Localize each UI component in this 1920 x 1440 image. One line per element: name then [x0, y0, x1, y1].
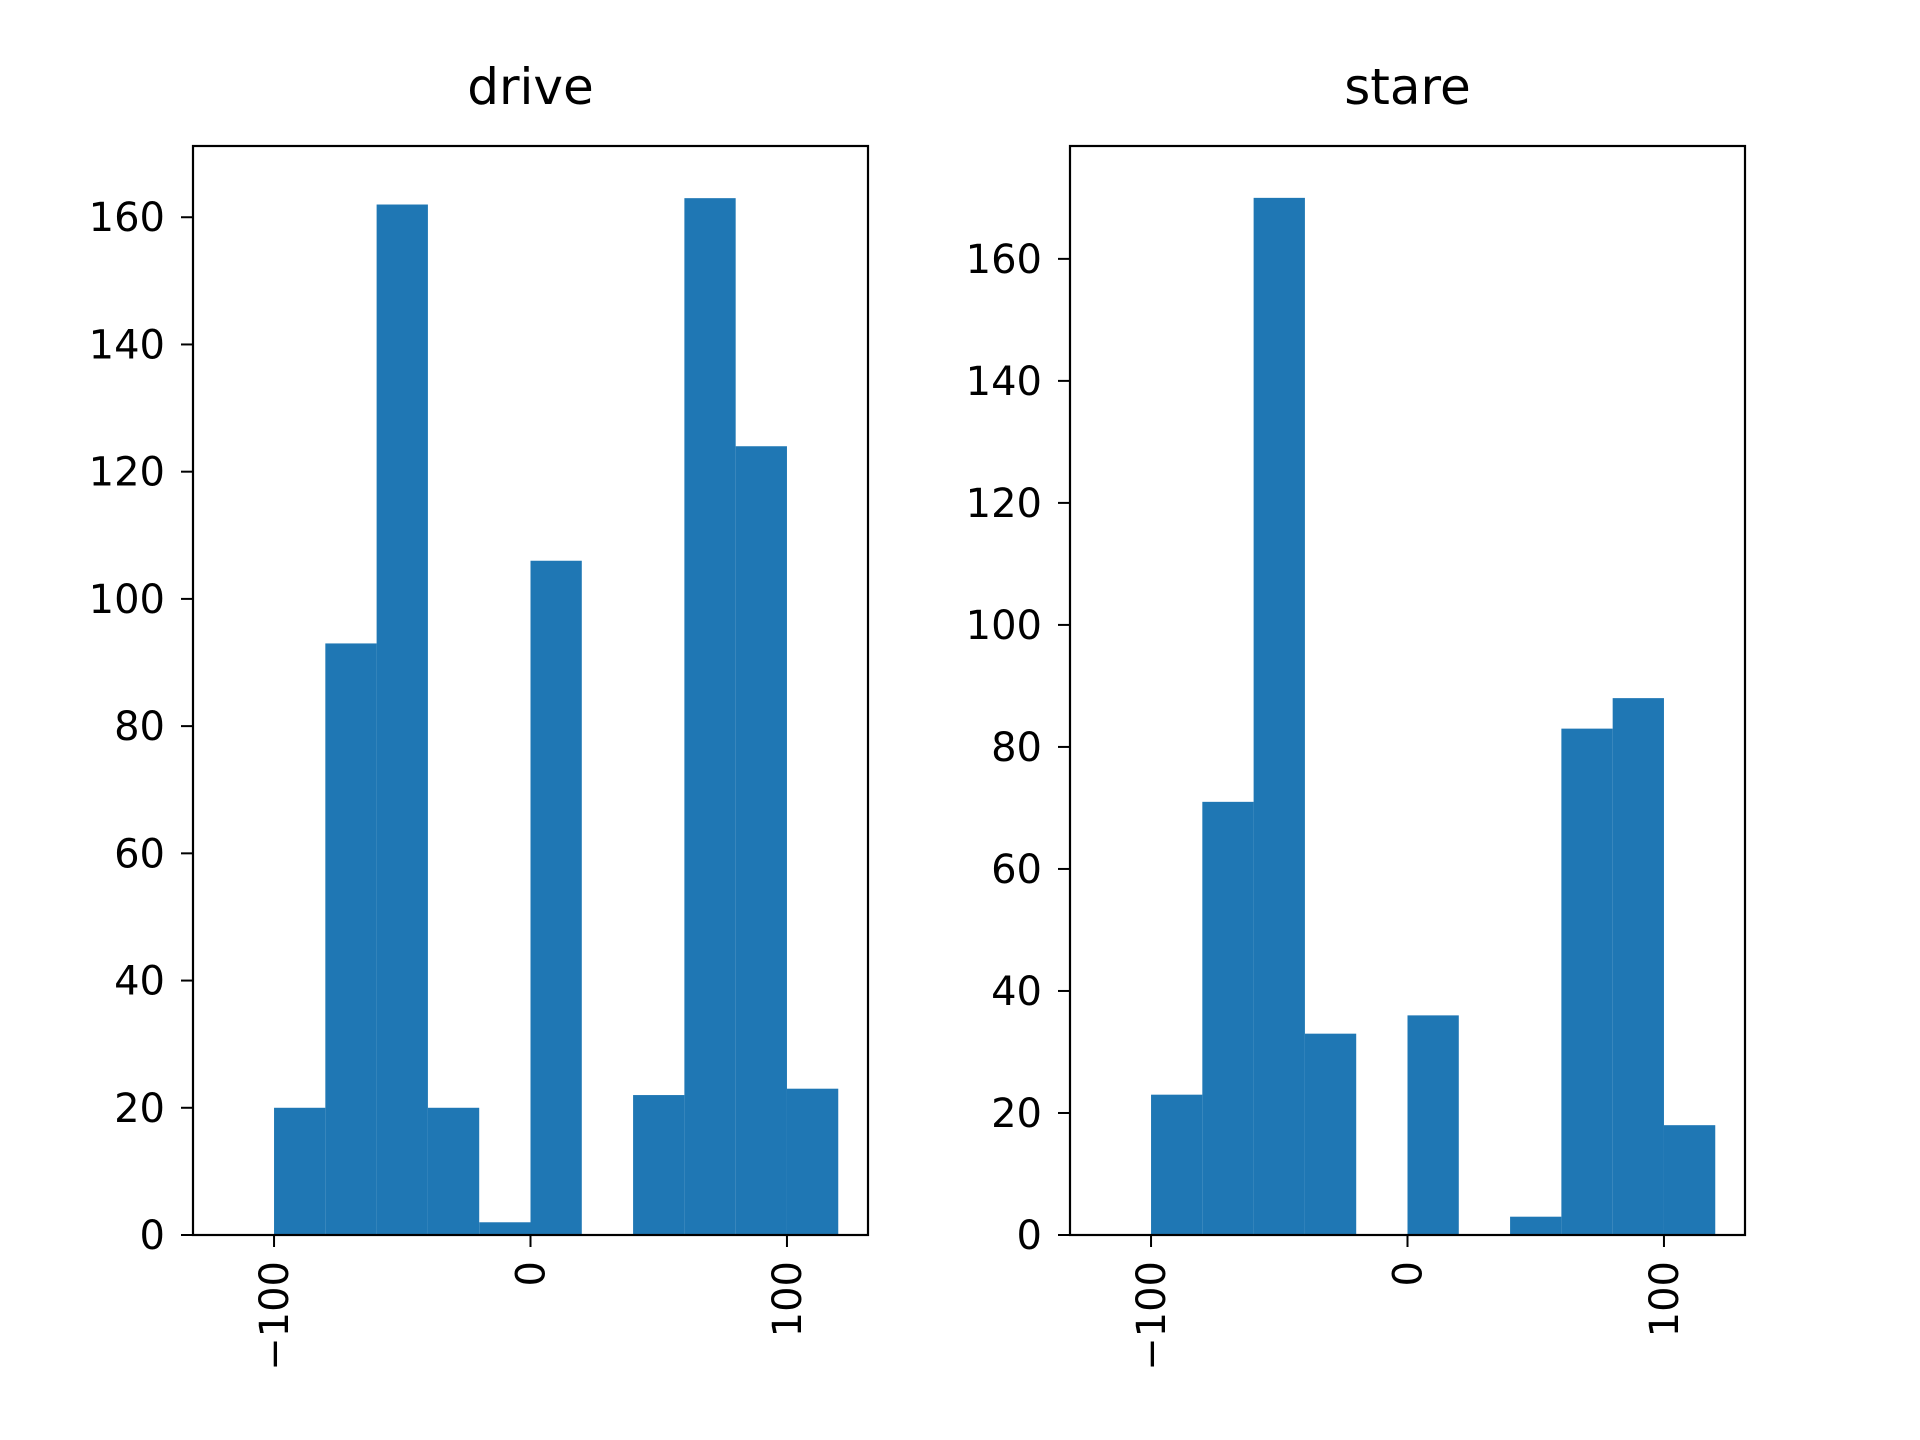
y-tick-label: 40 — [991, 969, 1042, 1015]
histogram-bar — [1407, 1015, 1459, 1235]
y-tick-label: 0 — [1017, 1213, 1042, 1259]
histogram-bar — [1202, 801, 1254, 1235]
subplot-title: drive — [467, 58, 594, 116]
x-tick-label: 100 — [765, 1261, 811, 1337]
y-tick-label: 100 — [966, 603, 1042, 649]
histogram-bar — [1561, 728, 1613, 1235]
subplot-1: stare 0 20 40 60 80 100 120 140 160 −100 0 100 — [966, 58, 1747, 1371]
y-tick-label: 160 — [89, 195, 165, 241]
histogram-bar — [786, 1088, 839, 1235]
histogram-bar — [1663, 1125, 1716, 1235]
histogram-bar — [427, 1107, 480, 1235]
x-tick-label: 0 — [1386, 1261, 1432, 1286]
histogram-bar — [479, 1222, 531, 1235]
y-tick-label: 140 — [966, 359, 1042, 405]
x-tick-label: −100 — [1129, 1261, 1175, 1371]
histogram-bar — [274, 1107, 326, 1235]
histogram-bar — [735, 446, 787, 1235]
y-tick-label: 20 — [114, 1086, 165, 1132]
subplot-0: drive 0 20 40 60 80 100 120 140 160 −100 0 100 — [89, 58, 870, 1371]
x-tick-label: 0 — [509, 1261, 555, 1286]
y-tick-label: 80 — [114, 704, 165, 750]
y-tick-label: 140 — [89, 322, 165, 368]
y-tick-label: 60 — [991, 847, 1042, 893]
histogram-bar — [1151, 1094, 1203, 1235]
x-tick-label: −100 — [252, 1261, 298, 1371]
histogram-bar — [1304, 1033, 1357, 1235]
subplot-title: stare — [1344, 58, 1471, 116]
y-tick-label: 160 — [966, 237, 1042, 283]
y-tick-label: 20 — [991, 1091, 1042, 1137]
x-tick-label: 100 — [1642, 1261, 1688, 1337]
y-tick-label: 40 — [114, 959, 165, 1005]
histogram-bar — [1253, 197, 1305, 1236]
y-tick-label: 120 — [89, 450, 165, 496]
y-tick-label: 120 — [966, 481, 1042, 527]
y-tick-label: 100 — [89, 577, 165, 623]
y-tick-label: 60 — [114, 831, 165, 877]
histogram-bar — [633, 1095, 685, 1235]
histogram-bar — [530, 560, 582, 1235]
histogram-bar — [376, 204, 428, 1235]
histogram-bar — [1612, 698, 1664, 1235]
histogram-bar — [325, 643, 377, 1235]
y-tick-label: 80 — [991, 725, 1042, 771]
y-tick-label: 0 — [140, 1213, 165, 1259]
histogram-bar — [684, 198, 736, 1235]
histogram-bar — [1510, 1216, 1562, 1235]
